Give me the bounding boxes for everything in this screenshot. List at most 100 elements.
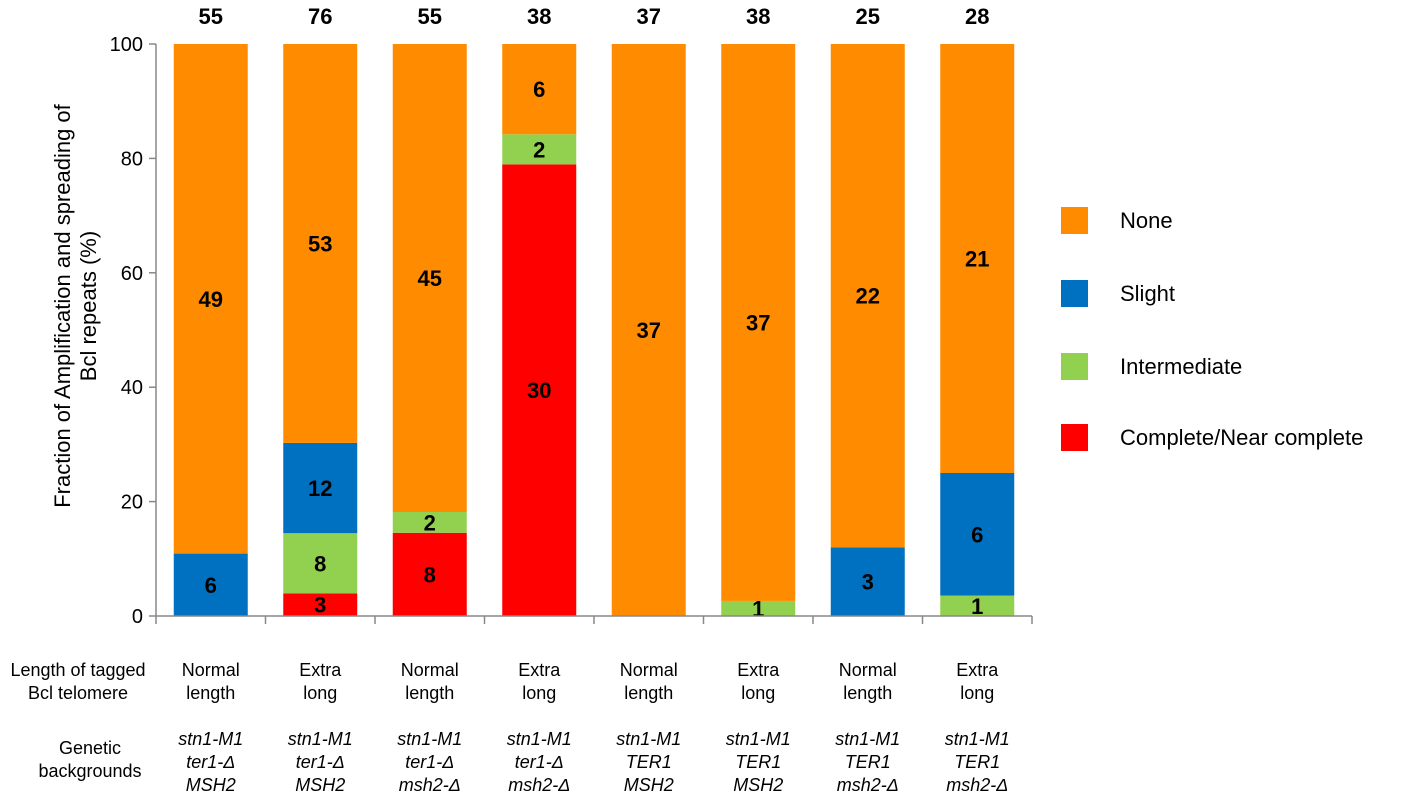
genetic-background-cell: stn1-M1 [835,729,900,749]
legend-label: Complete/Near complete [1120,425,1363,450]
segment-value-label: 3 [862,570,874,595]
telomere-length-cell: length [843,683,892,703]
segment-value-label: 30 [527,378,551,403]
total-count-label: 25 [856,4,880,29]
telomere-length-cell: Extra [299,660,342,680]
telomere-length-cell: long [960,683,994,703]
legend-label: Intermediate [1120,354,1242,379]
genetic-background-cell: ter1-Δ [186,752,235,772]
row-header-genetic: Genetic [59,738,121,758]
y-tick-label: 60 [121,263,143,285]
telomere-length-cell: Normal [620,660,678,680]
segment-value-label: 8 [424,562,436,587]
y-tick-label: 40 [121,377,143,399]
segment-value-label: 12 [308,476,332,501]
segment-value-label: 53 [308,231,332,256]
genetic-background-cell: ter1-Δ [296,752,345,772]
genetic-background-cell: msh2-Δ [399,775,461,795]
legend: None Slight Intermediate Complete/Near comp… [1061,207,1363,451]
segment-value-label: 37 [637,318,661,343]
total-labels-group: 55 76 55 38 37 38 25 28 [199,4,990,29]
segment-value-label: 1 [971,594,983,619]
bar-segment [721,44,796,601]
row-header-genetic: backgrounds [38,761,141,781]
bar-segment [283,533,358,594]
telomere-length-cell: Normal [401,660,459,680]
bar-segment [830,44,905,548]
telomere-length-cell: Normal [839,660,897,680]
segment-value-label: 6 [205,573,217,598]
genetic-background-cell: stn1-M1 [397,729,462,749]
bar-segment [502,44,577,135]
bar-segment [173,44,248,554]
y-tick-label: 80 [121,148,143,170]
y-axis-label-line: Fraction of Amplification and spreading … [50,103,75,507]
segment-value-label: 2 [533,137,545,162]
bar-segment [940,595,1015,616]
telomere-length-cell: length [405,683,454,703]
legend-swatch [1061,207,1088,234]
genetic-background-cell: TER1 [626,752,672,772]
total-count-label: 55 [418,4,442,29]
axes-group: 0 20 40 60 80 100 Fraction of Amplification an… [50,34,1033,628]
segment-value-label: 1 [752,596,764,621]
bar-segment [502,164,577,616]
bar-segment [721,600,796,616]
segment-value-label: 21 [965,247,989,272]
telomere-length-cell: long [303,683,337,703]
segment-labels-group: 6 49 3 8 12 53 8 2 45 30 2 6 37 1 37 3 22 1 6 21 [199,77,990,621]
genetic-background-cell: TER1 [954,752,1000,772]
segment-value-label: 3 [314,593,326,618]
genetic-background-cell: msh2-Δ [508,775,570,795]
segment-value-label: 49 [199,287,223,312]
genetic-background-cell: msh2-Δ [946,775,1008,795]
telomere-length-cell: length [624,683,673,703]
segment-value-label: 45 [418,266,442,291]
telomere-length-cell: Extra [737,660,780,680]
total-count-label: 28 [965,4,989,29]
total-count-label: 55 [199,4,223,29]
telomere-length-cell: long [522,683,556,703]
bar-segment [173,553,248,616]
genetic-background-cell: stn1-M1 [726,729,791,749]
total-count-label: 37 [637,4,661,29]
bar-segment [940,473,1015,596]
bar-segment [283,442,358,534]
genetic-background-cell: ter1-Δ [405,752,454,772]
legend-label: Slight [1120,281,1175,306]
legend-label: None [1120,208,1173,233]
bars-group [173,44,1015,616]
bar-segment [392,44,467,512]
genetic-background-cell: stn1-M1 [178,729,243,749]
segment-value-label: 8 [314,551,326,576]
genetic-background-cell: MSH2 [295,775,345,795]
bar-segment [392,532,467,616]
bar-segment [283,44,358,443]
genetic-background-cell: stn1-M1 [288,729,353,749]
genetic-background-cell: TER1 [845,752,891,772]
telomere-length-cell: Normal [182,660,240,680]
telomere-length-cell: Extra [518,660,561,680]
genetic-background-cell: stn1-M1 [616,729,681,749]
segment-value-label: 6 [971,522,983,547]
y-tick-label: 20 [121,492,143,514]
bar-segment [392,512,467,533]
total-count-label: 38 [746,4,770,29]
row-header-length: Bcl telomere [28,683,128,703]
row-header-length: Length of tagged [10,660,145,680]
bar-segment [611,44,686,616]
legend-swatch [1061,353,1088,380]
total-count-label: 38 [527,4,551,29]
bar-segment [940,44,1015,473]
genetic-background-cell: ter1-Δ [515,752,564,772]
y-tick-label: 100 [110,34,143,56]
genetic-background-cell: stn1-M1 [507,729,572,749]
bar-segment [830,547,905,616]
segment-value-label: 2 [424,510,436,535]
genetic-background-cell: TER1 [735,752,781,772]
legend-swatch [1061,424,1088,451]
genetic-background-cell: MSH2 [624,775,674,795]
genetic-background-cell: msh2-Δ [837,775,899,795]
legend-swatch [1061,280,1088,307]
